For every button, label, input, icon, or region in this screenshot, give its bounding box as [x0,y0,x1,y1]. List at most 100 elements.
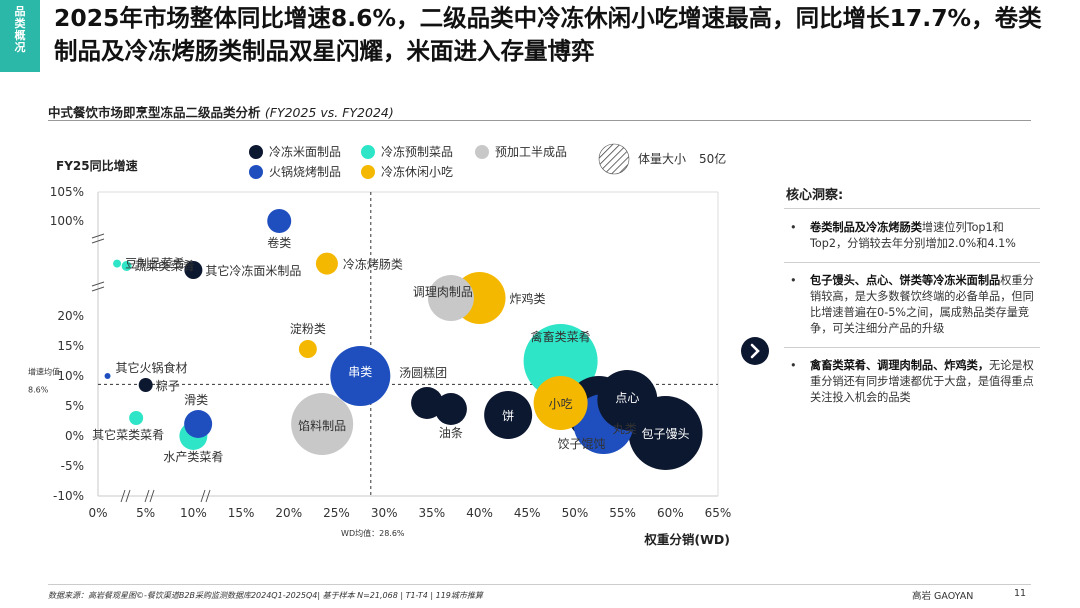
y-tick-label: 20% [57,309,84,323]
bubble-label: 粽子 [156,378,180,393]
bubble-label: 水产类菜肴 [163,450,223,464]
bubble-label: 蔬菜类菜肴 [135,259,195,273]
bubble-point [427,275,474,321]
bubble-label: 炸鸡类 [510,291,546,306]
legend-label: 冷冻预制菜品 [381,144,453,159]
insight-item: 卷类制品及冷冻烤肠类增速位列Top1和Top2，分销较去年分别增加2.0%和4.… [784,220,1040,263]
bubble-point [533,376,588,430]
chart-subtitle: 中式餐饮市场即烹型冻品二级品类分析 (FY2025 vs. FY2024) [48,105,394,120]
brand-label: 高岩 GAOYAN [912,591,974,602]
bubble-label: 丸类 [613,422,637,436]
bubble-point [330,346,391,406]
footer-divider [48,584,1031,585]
section-tag: 品类概况 [0,0,40,72]
legend-marker [361,165,375,179]
bubble-label: 汤圆糕团 [399,366,447,380]
bubble-label: 馅料制品 [298,418,346,433]
bubble-label: 油条 [439,426,463,440]
bubble-label: 冷冻烤肠类 [343,257,403,272]
bubble-point [267,209,292,233]
x-tick-label: 5% [136,506,155,520]
y-tick-label: 100% [50,214,84,228]
axis-break-mark [91,233,105,244]
bubble-point [184,261,203,279]
bubble-label: 其它冷冻面米制品 [205,263,301,278]
x-tick-label: 60% [657,506,684,520]
x-tick-label: 35% [419,506,446,520]
bubble-label: 豆制品菜肴 [125,257,185,271]
x-tick-label: 20% [275,506,302,520]
legend-label: 冷冻休闲小吃 [381,164,453,179]
insight-item: 包子馒头、点心、饼类等冷冻米面制品权重分销较高，是大多数餐饮终端的必备单品，但同… [784,273,1040,348]
y-axis-title: FY25同比增速 [56,158,138,173]
legend-marker [475,145,489,159]
bubble-label: 卷类 [267,235,291,250]
x-tick-label: 40% [466,506,493,520]
bubble-label: 小吃 [549,397,573,411]
legend-marker [249,165,263,179]
bubble-point [484,391,533,439]
header-divider [48,120,1031,121]
y-tick-label: 10% [57,369,84,383]
x-tick-label: 55% [609,506,636,520]
bubble-point [597,370,658,430]
bubble-label: 饺子馄饨 [558,436,606,451]
insight-item: 禽畜类菜肴、调理肉制品、炸鸡类，无论是权重分销还有同步增速都优于大盘，是值得重点… [784,358,1040,416]
legend-label: 冷冻米面制品 [269,144,341,159]
size-legend-value: 50亿 [699,151,726,166]
avg-growth-label: 增速均值 [28,366,60,376]
bubble-point [291,393,354,455]
legend-label: 火锅烧烤制品 [269,164,341,179]
x-tick-label: 65% [705,506,732,520]
page-number: 11 [1014,588,1027,599]
avg-wd-label: WD均值：28.6% [341,528,405,538]
avg-growth-value: 8.6% [28,385,49,394]
bubble-point [184,410,213,438]
x-tick-label: 0% [88,506,107,520]
y-tick-label: 15% [57,339,84,353]
bubble-point [129,411,144,425]
axis-break-mark [91,281,105,292]
bubble-label: 其它菜类菜肴 [92,427,164,442]
x-tick-label: 45% [514,506,541,520]
bubble-point [138,378,153,392]
size-legend-label: 体量大小 [638,152,686,166]
x-tick-label: 10% [180,506,207,520]
bubble-label: 串类 [348,365,372,379]
bubble-label: 调理肉制品 [413,285,473,299]
y-tick-label: 105% [50,185,84,199]
bubble-point [104,373,111,379]
data-source: 数据来源：高岩餐观星图©-餐饮渠道B2B采购监测数据库2024Q1-2025Q4… [48,591,483,600]
bubble-label: 包子馒头 [642,427,690,441]
axis-break-mark [120,489,131,503]
axis-break-mark [144,489,155,503]
next-arrow-button[interactable] [741,337,769,365]
bubble-label: 滑类 [184,393,208,407]
bubble-label: 淀粉类 [290,322,326,336]
bubble-label: 其它火锅食材 [116,360,188,375]
page-headline: 2025年市场整体同比增速8.6%，二级品类中冷冻休闲小吃增速最高，同比增长17… [54,4,1042,65]
bubble-point [434,393,467,425]
bubble-point [121,261,132,271]
insights-title: 核心洞察: [786,188,844,203]
y-tick-label: -5% [61,459,84,473]
x-tick-label: 25% [323,506,350,520]
y-tick-label: 0% [65,429,84,443]
x-axis-title: 权重分销(WD) [643,532,730,547]
legend-label: 预加工半成品 [495,145,567,159]
legend-marker [361,145,375,159]
size-legend-marker [598,143,630,175]
y-tick-label: 5% [65,399,84,413]
bubble-point [298,340,317,358]
bubble-label: 点心 [615,391,639,405]
x-tick-label: 50% [562,506,589,520]
x-tick-label: 15% [228,506,255,520]
chevron-right-icon [750,343,760,359]
bubble-point [113,259,122,268]
bubble-label: 饼 [502,409,514,423]
bubble-point [523,324,598,398]
axis-break-mark [200,489,211,503]
x-tick-label: 30% [371,506,398,520]
legend-marker [249,145,263,159]
